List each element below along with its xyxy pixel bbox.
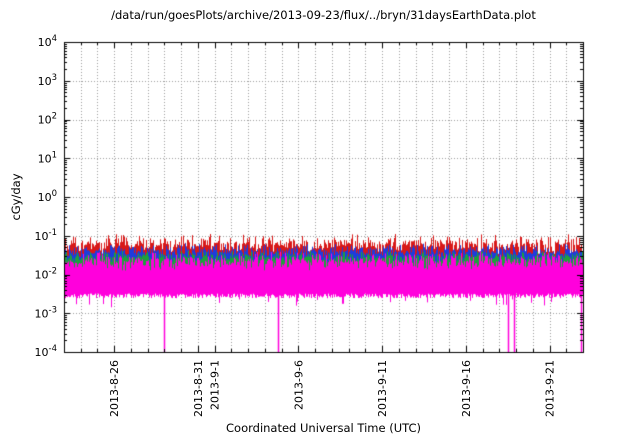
y-tick-label: 10-4	[35, 344, 57, 359]
y-tick-label: 10-2	[35, 267, 57, 282]
x-tick-label: 2013-9-6	[292, 360, 305, 410]
x-tick-label: 2013-8-31	[192, 360, 205, 417]
y-tick-label: 100	[38, 189, 57, 204]
x-tick-label: 2013-8-26	[108, 360, 121, 417]
y-tick-label: 103	[38, 73, 57, 88]
y-tick-label: 102	[38, 112, 57, 127]
y-tick-label: 10-1	[35, 228, 57, 243]
x-tick-label: 2013-9-11	[376, 360, 389, 417]
x-tick-label: 2013-9-21	[544, 360, 557, 417]
x-axis-title: Coordinated Universal Time (UTC)	[226, 421, 421, 435]
x-tick-label: 2013-9-16	[460, 360, 473, 417]
y-tick-label: 101	[38, 150, 57, 165]
y-axis-title: cGy/day	[9, 173, 23, 221]
y-tick-label: 104	[38, 34, 57, 49]
y-tick-label: 10-3	[35, 305, 57, 320]
x-tick-label: 2013-9-1	[209, 360, 222, 410]
